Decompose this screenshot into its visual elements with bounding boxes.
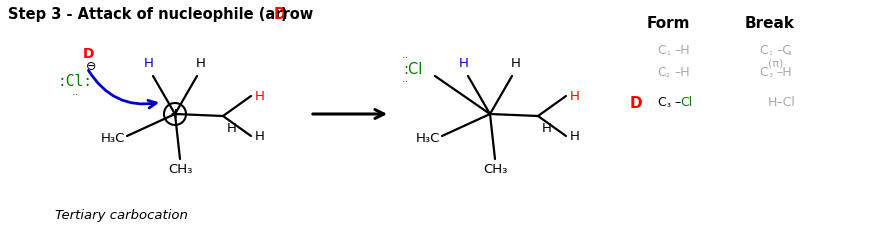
- Text: (π): (π): [768, 58, 783, 68]
- Text: Form: Form: [646, 16, 690, 31]
- Text: ··: ··: [401, 77, 409, 87]
- Text: H: H: [255, 90, 265, 102]
- Text: D: D: [274, 7, 286, 22]
- Text: C: C: [760, 44, 768, 57]
- Text: H: H: [227, 122, 237, 134]
- Text: –H: –H: [674, 66, 690, 79]
- Text: CH₃: CH₃: [482, 163, 507, 176]
- Text: ₁: ₁: [666, 47, 669, 57]
- Text: Step 3 - Attack of nucleophile (arrow: Step 3 - Attack of nucleophile (arrow: [8, 7, 318, 22]
- Text: H–Cl: H–Cl: [768, 96, 796, 109]
- Text: ₁: ₁: [768, 47, 772, 57]
- Text: +: +: [170, 107, 181, 121]
- Text: H: H: [511, 57, 521, 70]
- Text: D: D: [83, 47, 94, 61]
- Text: ): ): [281, 7, 288, 22]
- Text: Break: Break: [745, 16, 795, 31]
- Text: ₃: ₃: [768, 69, 772, 79]
- Text: H: H: [196, 57, 206, 70]
- Text: H: H: [570, 130, 579, 142]
- Text: :Cl:: :Cl:: [58, 74, 93, 90]
- Text: ··: ··: [401, 53, 409, 63]
- Text: C: C: [657, 44, 666, 57]
- Text: Tertiary carbocation: Tertiary carbocation: [55, 209, 188, 222]
- Text: ⊖: ⊖: [86, 60, 96, 72]
- Text: H₃C: H₃C: [416, 132, 440, 144]
- Text: –H: –H: [776, 66, 792, 79]
- Text: C: C: [657, 66, 666, 79]
- Text: :Cl: :Cl: [403, 62, 423, 78]
- Text: H: H: [255, 130, 265, 142]
- Text: CH₃: CH₃: [168, 163, 192, 176]
- Text: ₂: ₂: [666, 69, 669, 79]
- Text: H₃C: H₃C: [101, 132, 125, 144]
- Text: C: C: [760, 66, 768, 79]
- Text: ₃: ₃: [666, 99, 670, 109]
- Text: H: H: [570, 90, 579, 102]
- Text: ··: ··: [72, 90, 79, 100]
- Text: H: H: [144, 57, 154, 70]
- Text: Cl: Cl: [680, 96, 692, 109]
- Text: –H: –H: [674, 44, 690, 57]
- Text: –C: –C: [776, 44, 791, 57]
- Text: H: H: [459, 57, 469, 70]
- Text: –: –: [674, 96, 680, 109]
- Text: ₂: ₂: [788, 47, 792, 57]
- Text: H: H: [542, 122, 551, 134]
- Text: D: D: [630, 96, 642, 111]
- Text: C: C: [657, 96, 666, 109]
